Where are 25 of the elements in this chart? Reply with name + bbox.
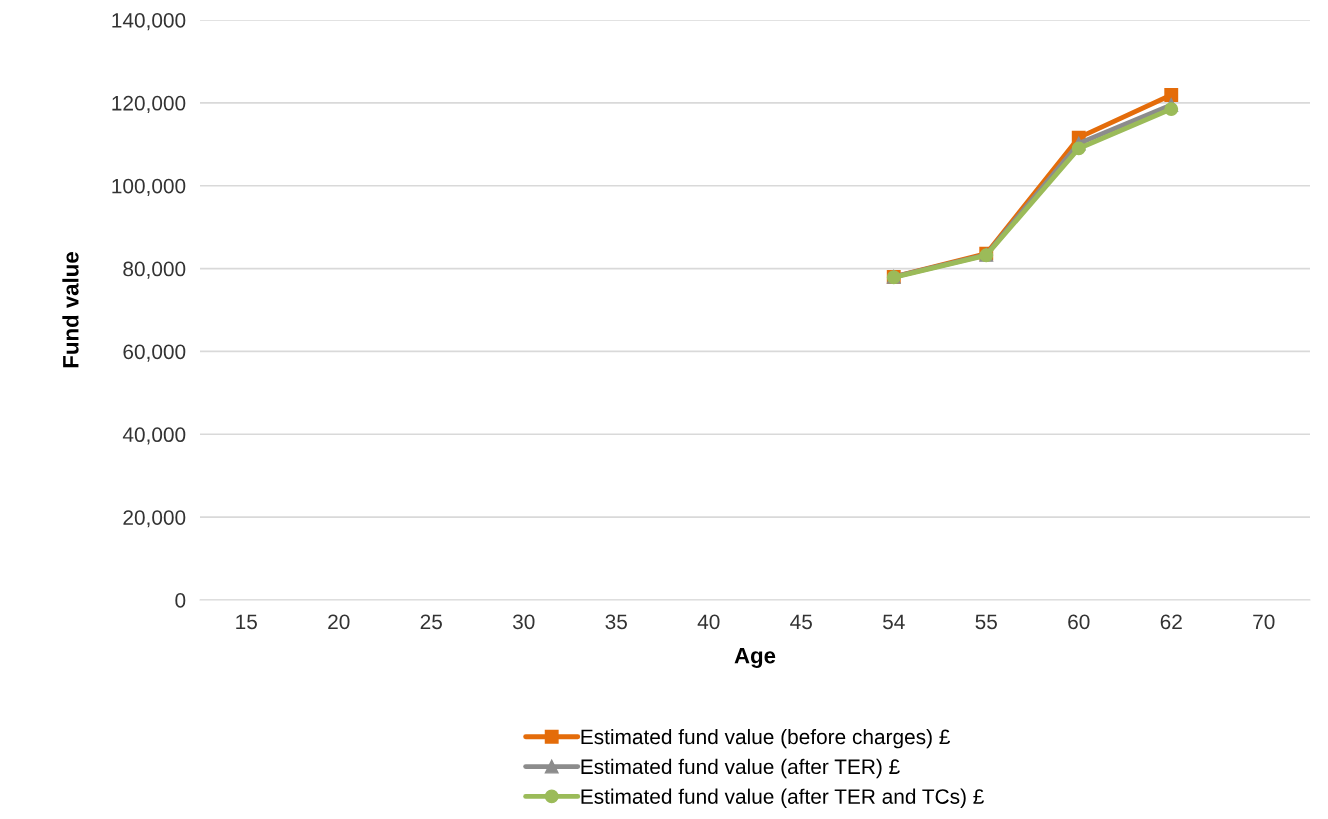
x-tick-label: 70 [1253, 614, 1275, 630]
y-tick-label: 0 [175, 593, 186, 608]
y-tick-label: 140,000 [112, 13, 186, 31]
y-tick-label: 40,000 [122, 427, 186, 445]
y-tick-label: 120,000 [112, 95, 186, 114]
legend-label: Estimated fund value (after TER and TCs) £ [581, 788, 985, 809]
y-tick-label: 20,000 [123, 510, 186, 528]
x-tick-label: 60 [1068, 614, 1090, 630]
x-tick-label: 30 [512, 614, 535, 630]
x-tick-label: 20 [328, 614, 350, 630]
x-tick-label: 15 [236, 614, 257, 630]
x-tick-label: 25 [420, 614, 442, 630]
x-axis-title: Age [734, 647, 776, 668]
x-tick-label: 62 [1160, 614, 1182, 630]
x-tick-label: 40 [697, 614, 720, 630]
y-axis-title: Fund value [62, 252, 79, 368]
x-tick-label: 55 [975, 614, 997, 630]
y-tick-label: 60,000 [123, 344, 186, 362]
x-tick-label: 35 [605, 614, 627, 630]
y-tick-label: 100,000 [112, 178, 186, 196]
x-tick-label: 45 [790, 614, 812, 630]
y-tick-label: 80,000 [123, 261, 186, 279]
legend-label: Estimated fund value (after TER) £ [581, 758, 900, 779]
legend-label: Estimated fund value (before charges) £ [581, 728, 951, 749]
x-tick-label: 54 [883, 614, 905, 630]
